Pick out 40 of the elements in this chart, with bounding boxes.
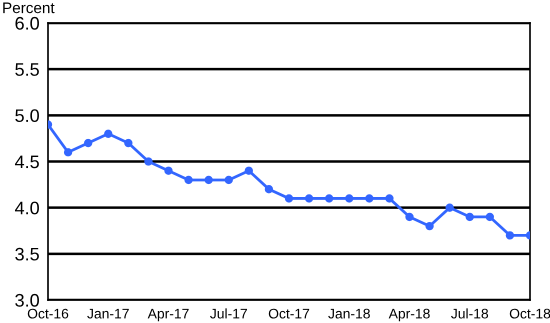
y-tick-label: 3.5 [15, 248, 39, 261]
y-tick-label: 4.5 [14, 156, 39, 168]
point [466, 212, 474, 222]
point [365, 194, 374, 203]
point [325, 194, 334, 203]
point [446, 204, 454, 212]
point [164, 166, 173, 175]
point [224, 176, 233, 184]
point [405, 212, 414, 222]
point [184, 176, 193, 184]
x-tick-label: Jan-17 [87, 308, 129, 319]
point [345, 194, 354, 203]
point [284, 194, 294, 203]
x-tick-label: Oct-18 [510, 308, 550, 319]
point [204, 176, 213, 184]
point [124, 138, 132, 148]
y-tick-label: 4.0 [14, 202, 39, 214]
x-tick-label: Oct-17 [268, 308, 310, 319]
point [486, 212, 494, 222]
y-tick-label: 5.0 [15, 109, 39, 122]
y-tick-label: 5.5 [15, 63, 39, 76]
x-tick-label: Apr-18 [388, 308, 430, 322]
x-tick-label: Jul-17 [210, 308, 247, 319]
y-axis-title: Percent [3, 2, 55, 14]
point [104, 130, 112, 138]
x-tick-label: Oct-16 [28, 308, 68, 319]
point [84, 138, 92, 148]
x-tick-label: Jul-18 [451, 308, 488, 319]
x-tick-label: Apr-17 [148, 308, 189, 322]
x-tick-label: Jan-18 [328, 308, 370, 319]
point [64, 148, 72, 156]
point [304, 194, 314, 203]
point [385, 194, 394, 203]
point [425, 222, 434, 230]
y-tick-label: 6.0 [15, 16, 39, 30]
point [264, 185, 274, 194]
point [144, 157, 153, 166]
point [244, 166, 253, 175]
point [506, 231, 514, 240]
y-tick-label: 3.0 [15, 294, 39, 307]
